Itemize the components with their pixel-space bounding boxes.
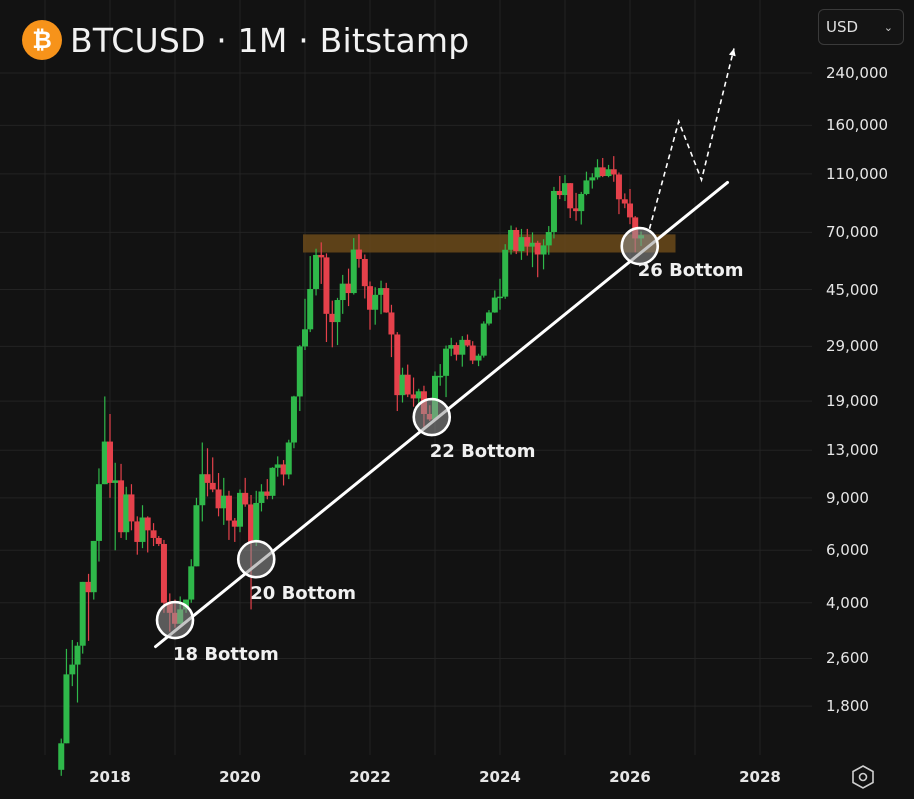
price-tick-label: 4,000 xyxy=(826,593,869,612)
bottom-label: 22 Bottom xyxy=(429,441,536,463)
time-tick-label: 2022 xyxy=(349,768,391,786)
time-tick-label: 2018 xyxy=(89,768,131,786)
chart-header: ₿ BTCUSD · 1M · Bitstamp xyxy=(22,20,469,60)
bitcoin-icon: ₿ xyxy=(22,20,62,60)
price-tick-label: 45,000 xyxy=(826,280,879,299)
settings-hexagon-icon[interactable] xyxy=(850,764,876,790)
grid-lines xyxy=(0,0,812,755)
bottom-label: 26 Bottom xyxy=(637,260,744,281)
symbol-title[interactable]: BTCUSD · 1M · Bitstamp xyxy=(70,20,470,60)
bottom-label: 18 Bottom xyxy=(173,644,279,666)
time-tick-label: 2028 xyxy=(739,768,781,786)
resistance-zone xyxy=(303,234,676,253)
price-tick-label: 6,000 xyxy=(826,541,869,560)
price-tick-label: 13,000 xyxy=(826,441,879,460)
price-tick-label: 9,000 xyxy=(826,488,869,507)
currency-value: USD xyxy=(826,18,859,36)
price-tick-label: 240,000 xyxy=(826,63,889,82)
time-tick-label: 2026 xyxy=(609,768,651,786)
price-tick-label: 70,000 xyxy=(826,223,879,242)
price-tick-label: 110,000 xyxy=(826,164,889,183)
time-tick-label: 2020 xyxy=(219,768,261,786)
projection-path[interactable] xyxy=(648,48,736,229)
price-tick-label: 2,600 xyxy=(826,649,869,668)
chevron-down-icon: ⌄ xyxy=(883,20,893,34)
price-tick-label: 1,800 xyxy=(826,697,869,716)
bottom-markers xyxy=(155,226,660,640)
price-tick-label: 29,000 xyxy=(826,337,879,356)
bottom-label: 20 Bottom xyxy=(250,583,356,605)
price-tick-label: 19,000 xyxy=(826,392,879,411)
price-tick-label: 160,000 xyxy=(826,116,889,135)
time-tick-label: 2024 xyxy=(479,768,521,786)
currency-selector[interactable]: USD ⌄ xyxy=(818,9,904,45)
